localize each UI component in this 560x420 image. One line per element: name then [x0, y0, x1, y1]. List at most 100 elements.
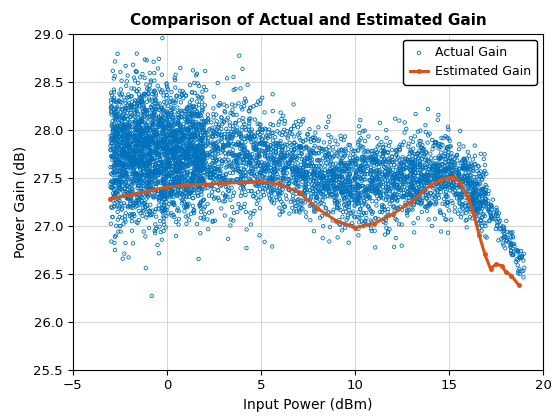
- Actual Gain: [166, 152, 175, 159]
- Actual Gain: [255, 148, 264, 155]
- Actual Gain: [431, 189, 440, 196]
- Actual Gain: [171, 168, 180, 175]
- Actual Gain: [148, 193, 157, 199]
- Actual Gain: [264, 161, 273, 168]
- Actual Gain: [115, 194, 124, 201]
- Actual Gain: [208, 147, 217, 154]
- Actual Gain: [259, 140, 268, 147]
- Actual Gain: [391, 195, 400, 202]
- Actual Gain: [111, 126, 120, 133]
- Actual Gain: [276, 157, 284, 163]
- Actual Gain: [111, 162, 120, 168]
- Actual Gain: [246, 131, 255, 137]
- Actual Gain: [393, 198, 402, 205]
- Actual Gain: [148, 148, 157, 155]
- Actual Gain: [167, 112, 176, 118]
- Actual Gain: [183, 170, 192, 177]
- Actual Gain: [363, 192, 372, 199]
- Actual Gain: [291, 177, 300, 184]
- Actual Gain: [120, 133, 129, 140]
- Actual Gain: [427, 159, 436, 166]
- Actual Gain: [310, 163, 319, 170]
- Actual Gain: [178, 164, 186, 171]
- Actual Gain: [508, 229, 517, 236]
- Actual Gain: [350, 187, 359, 194]
- Actual Gain: [485, 217, 494, 224]
- Actual Gain: [367, 184, 376, 191]
- Actual Gain: [427, 172, 436, 179]
- Actual Gain: [321, 157, 330, 163]
- Actual Gain: [269, 173, 278, 179]
- Actual Gain: [471, 195, 480, 202]
- Actual Gain: [335, 186, 344, 192]
- Actual Gain: [397, 159, 406, 166]
- Actual Gain: [392, 184, 401, 191]
- Actual Gain: [116, 161, 125, 168]
- Actual Gain: [346, 188, 354, 195]
- Actual Gain: [330, 198, 339, 205]
- Actual Gain: [181, 159, 190, 165]
- Actual Gain: [110, 162, 119, 168]
- Actual Gain: [255, 140, 264, 147]
- Actual Gain: [114, 168, 123, 175]
- Actual Gain: [311, 178, 320, 185]
- Actual Gain: [153, 150, 162, 156]
- Actual Gain: [246, 115, 255, 122]
- Actual Gain: [330, 181, 339, 188]
- Actual Gain: [359, 174, 368, 181]
- Actual Gain: [199, 122, 208, 129]
- Actual Gain: [176, 161, 185, 168]
- Actual Gain: [232, 132, 241, 139]
- Actual Gain: [194, 112, 203, 119]
- Actual Gain: [152, 167, 161, 174]
- Actual Gain: [187, 131, 196, 138]
- Actual Gain: [357, 175, 366, 181]
- Actual Gain: [161, 152, 170, 159]
- Actual Gain: [151, 221, 160, 228]
- Actual Gain: [171, 84, 180, 91]
- Actual Gain: [458, 185, 466, 192]
- Actual Gain: [455, 184, 464, 190]
- Actual Gain: [166, 144, 175, 150]
- Actual Gain: [120, 131, 129, 137]
- Actual Gain: [365, 186, 374, 192]
- Actual Gain: [137, 156, 146, 163]
- Actual Gain: [306, 150, 315, 156]
- Actual Gain: [274, 191, 283, 198]
- Actual Gain: [423, 177, 432, 184]
- Actual Gain: [436, 141, 445, 147]
- Actual Gain: [139, 191, 148, 197]
- Actual Gain: [111, 99, 120, 105]
- Actual Gain: [376, 176, 385, 182]
- Actual Gain: [289, 169, 298, 176]
- Actual Gain: [118, 173, 127, 180]
- Actual Gain: [154, 139, 163, 145]
- Actual Gain: [133, 142, 142, 148]
- Actual Gain: [481, 190, 490, 197]
- Actual Gain: [209, 111, 218, 118]
- Actual Gain: [156, 140, 165, 147]
- Actual Gain: [313, 180, 322, 186]
- Actual Gain: [151, 97, 160, 104]
- Actual Gain: [346, 142, 354, 148]
- Actual Gain: [353, 187, 362, 194]
- Actual Gain: [172, 190, 181, 197]
- Actual Gain: [199, 131, 208, 138]
- Actual Gain: [150, 70, 158, 76]
- Actual Gain: [158, 114, 167, 121]
- Actual Gain: [148, 174, 157, 181]
- Actual Gain: [396, 161, 405, 168]
- Actual Gain: [111, 129, 120, 136]
- Actual Gain: [479, 192, 488, 199]
- Actual Gain: [221, 174, 230, 181]
- Actual Gain: [351, 148, 360, 155]
- Actual Gain: [439, 178, 448, 185]
- Actual Gain: [460, 157, 469, 163]
- Actual Gain: [238, 173, 247, 180]
- Actual Gain: [233, 176, 242, 183]
- Actual Gain: [193, 121, 202, 127]
- Actual Gain: [172, 183, 181, 190]
- Actual Gain: [144, 225, 153, 231]
- Actual Gain: [366, 184, 375, 190]
- Actual Gain: [132, 144, 141, 151]
